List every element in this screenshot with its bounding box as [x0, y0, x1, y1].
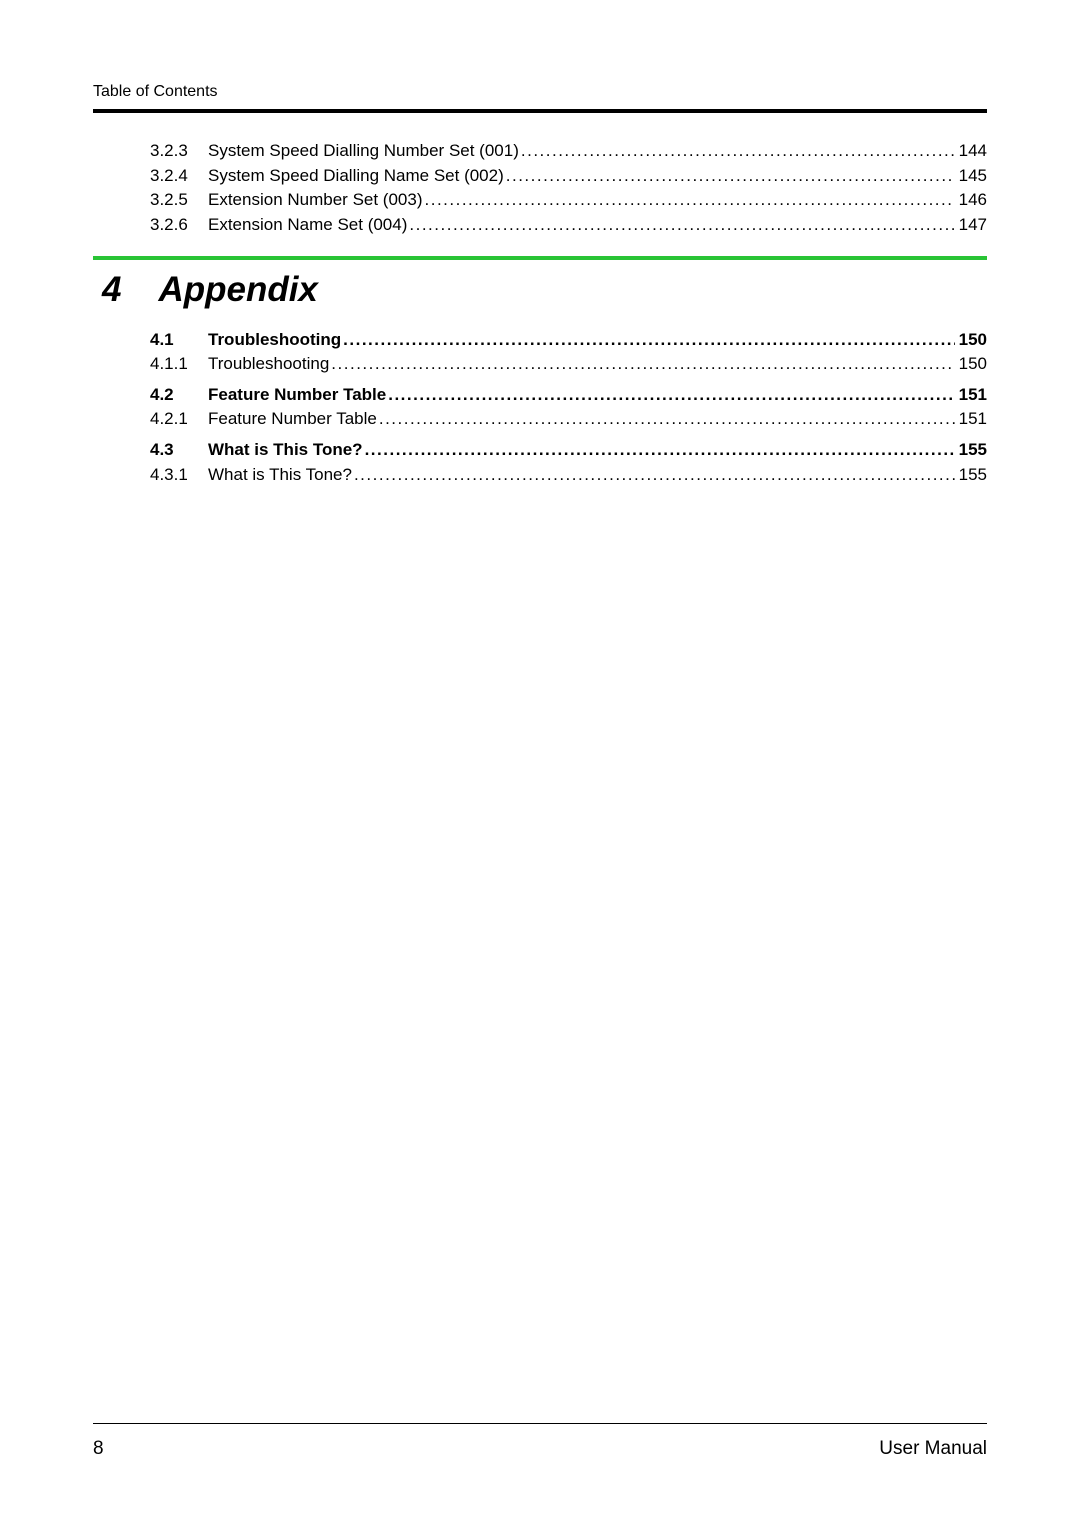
header-rule: [93, 109, 987, 113]
chapter-title-text: Appendix: [158, 270, 317, 309]
toc-entry: 3.2.6 Extension Name Set (004) .........…: [150, 213, 987, 238]
toc-entry-number: 4.1: [150, 328, 208, 353]
toc-entry-number: 3.2.5: [150, 188, 208, 213]
toc-entry: 3.2.3 System Speed Dialling Number Set (…: [150, 139, 987, 164]
chapter-heading: 4 Appendix: [102, 270, 987, 310]
toc-entry-number: 4.2: [150, 383, 208, 408]
toc-entry-number: 4.3.1: [150, 463, 208, 488]
toc-dots: ........................................…: [521, 139, 955, 164]
toc-entry-number: 4.2.1: [150, 407, 208, 432]
chapter-number: 4: [102, 270, 150, 310]
toc-entry-title: System Speed Dialling Number Set (001): [208, 139, 521, 164]
toc-dots: ........................................…: [343, 328, 954, 353]
toc-entry: 3.2.5 Extension Number Set (003) .......…: [150, 188, 987, 213]
toc-entry-number: 3.2.4: [150, 164, 208, 189]
toc-dots: ........................................…: [354, 463, 955, 488]
page-footer: 8 User Manual: [93, 1438, 987, 1460]
toc-section-head: 4.1 Troubleshooting ....................…: [150, 328, 987, 353]
toc-entry-page: 155: [955, 463, 987, 488]
toc-dots: ........................................…: [331, 352, 954, 377]
toc-entry-title: System Speed Dialling Name Set (002): [208, 164, 506, 189]
toc-dots: ........................................…: [506, 164, 955, 189]
toc-section-head: 4.3 What is This Tone? .................…: [150, 438, 987, 463]
toc-entry-page: 144: [955, 139, 987, 164]
toc-entry-number: 4.1.1: [150, 352, 208, 377]
chapter-accent-rule: [93, 256, 987, 260]
toc-entry-title: Feature Number Table: [208, 407, 379, 432]
toc-dots: ........................................…: [379, 407, 955, 432]
toc-entry-title: Troubleshooting: [208, 328, 343, 353]
toc-entry-number: 3.2.6: [150, 213, 208, 238]
toc-entry-number: 4.3: [150, 438, 208, 463]
toc-entry-title: What is This Tone?: [208, 463, 354, 488]
toc-dots: ........................................…: [425, 188, 955, 213]
toc-entry-page: 150: [955, 352, 987, 377]
toc-entry-page: 151: [955, 383, 987, 408]
footer-rule: [93, 1423, 987, 1424]
toc-dots: ........................................…: [409, 213, 954, 238]
toc-entry-number: 3.2.3: [150, 139, 208, 164]
toc-entry-page: 147: [955, 213, 987, 238]
toc-entry-page: 155: [955, 438, 987, 463]
toc-entry-page: 145: [955, 164, 987, 189]
footer-page-number: 8: [93, 1438, 104, 1460]
page-header: Table of Contents: [93, 83, 987, 101]
toc-entry-title: Extension Number Set (003): [208, 188, 425, 213]
toc-entry: 3.2.4 System Speed Dialling Name Set (00…: [150, 164, 987, 189]
toc-entry-title: Feature Number Table: [208, 383, 388, 408]
toc-entry: 4.2.1 Feature Number Table .............…: [150, 407, 987, 432]
toc-section-head: 4.2 Feature Number Table ...............…: [150, 383, 987, 408]
toc-dots: ........................................…: [388, 383, 954, 408]
toc-dots: ........................................…: [365, 438, 955, 463]
toc-entry-page: 151: [955, 407, 987, 432]
toc-entry-page: 146: [955, 188, 987, 213]
toc-entry-title: Troubleshooting: [208, 352, 331, 377]
footer-doc-title: User Manual: [879, 1438, 987, 1460]
page: Table of Contents 3.2.3 System Speed Dia…: [0, 0, 1080, 1528]
toc-entry: 4.3.1 What is This Tone? ...............…: [150, 463, 987, 488]
toc-entry: 4.1.1 Troubleshooting ..................…: [150, 352, 987, 377]
toc-entry-title: What is This Tone?: [208, 438, 365, 463]
toc-entry-page: 150: [955, 328, 987, 353]
toc-entry-title: Extension Name Set (004): [208, 213, 409, 238]
